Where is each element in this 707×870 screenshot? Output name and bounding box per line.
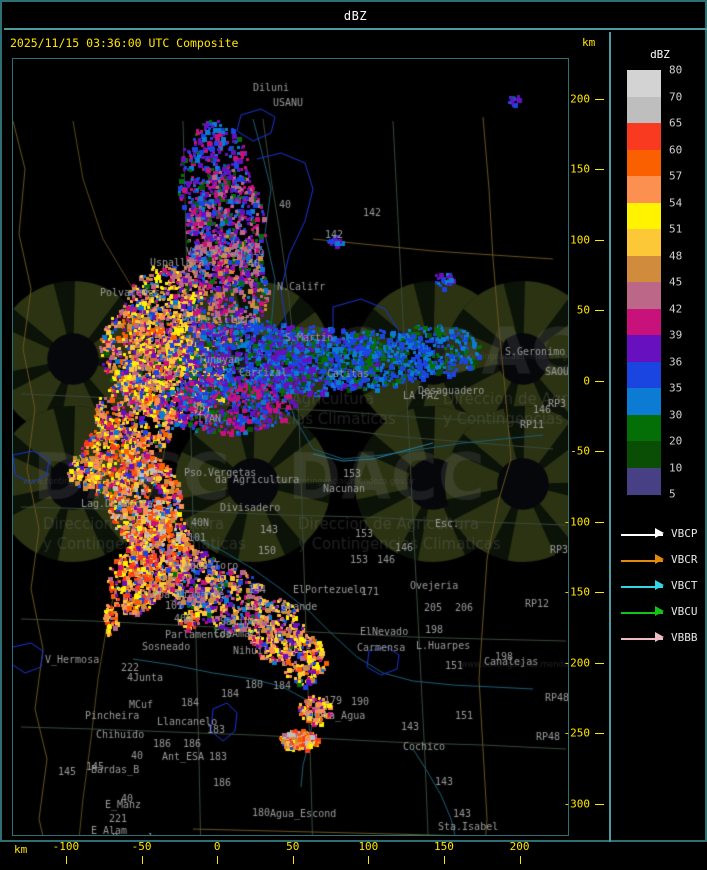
colorbar-level-label: 42 (669, 302, 683, 315)
x-axis-tick-mark (141, 856, 143, 864)
colorbar-swatch[interactable] (627, 467, 661, 495)
legend-panel: dBZ 80 70 65 60 57 54 51 48 45 42 39 36 35 30 20 10 5 VB… (613, 32, 707, 842)
colorbar-level-label: 39 (669, 328, 683, 342)
colorbar-swatch[interactable] (627, 96, 661, 124)
colorbar-tick-labels: 80 70 65 60 57 54 51 48 45 42 39 36 35 30 20 10 5 (661, 64, 707, 506)
y-axis-tick-label: -200 (563, 656, 591, 670)
y-axis-tick-label: -50 (570, 444, 590, 458)
colorbar-level-label: 48 (669, 249, 683, 262)
x-axis-unit-label: km (14, 843, 28, 856)
colorbar-level-label: 80 (669, 63, 683, 77)
y-axis-tick-mark (595, 380, 604, 382)
colorbar-swatch[interactable] (627, 441, 661, 469)
y-axis-tick-label: -100 (563, 515, 591, 529)
colorbar-swatches[interactable] (627, 70, 661, 495)
arrow-icon (621, 534, 663, 536)
vector-legend-label: VBCR (671, 553, 698, 566)
colorbar-level-label: 57 (669, 169, 683, 183)
arrow-head-icon (655, 580, 664, 590)
colorbar-level-label: 36 (669, 355, 683, 368)
panel-divider (609, 32, 611, 842)
arrow-head-icon (655, 528, 664, 538)
y-axis-tick-label: -250 (563, 726, 591, 740)
arrow-head-icon (655, 606, 664, 616)
colorbar-level-label: 30 (669, 408, 683, 421)
vector-legend: VBCP VBCR VBCT VBCU VBBB (613, 522, 707, 652)
vector-legend-label: VBCU (671, 605, 698, 618)
vector-legend-label: VBBB (671, 631, 698, 644)
colorbar-level-label: 65 (669, 116, 683, 130)
y-axis-tick-mark (595, 451, 604, 453)
colorbar-level-label: 45 (669, 275, 683, 289)
x-axis-tick-mark (443, 856, 445, 864)
colorbar-level-label: 5 (669, 487, 676, 501)
radar-reflectivity-map[interactable] (13, 59, 568, 835)
vector-legend-item[interactable]: VBCR (613, 548, 707, 574)
y-axis-tick-label: 200 (570, 92, 590, 105)
colorbar-level-label: 54 (669, 196, 683, 209)
colorbar-swatch[interactable] (627, 414, 661, 442)
radar-plot-panel: 2025/11/15 03:36:00 UTC Composite km 200… (4, 32, 612, 864)
y-axis-tick-mark (595, 98, 604, 100)
colorbar-level-label: 35 (669, 381, 683, 395)
y-axis: 200 150 100 50 0 -50 -100 -150 -200 -250 -300 (564, 58, 612, 836)
colorbar-swatch[interactable] (627, 149, 661, 177)
page-title: dBZ (343, 9, 368, 23)
arrow-icon (621, 612, 663, 614)
colorbar-swatch[interactable] (627, 123, 661, 151)
y-axis-tick-mark (595, 803, 604, 805)
y-axis-tick-mark (595, 169, 604, 171)
colorbar-swatch[interactable] (627, 361, 661, 389)
colorbar-swatch[interactable] (627, 335, 661, 363)
vector-legend-item[interactable]: VBCP (613, 522, 707, 548)
colorbar-swatch[interactable] (627, 229, 661, 257)
vector-legend-label: VBCT (671, 579, 698, 592)
colorbar-swatch[interactable] (627, 308, 661, 336)
arrow-head-icon (655, 632, 664, 642)
colorbar-swatch[interactable] (627, 70, 661, 98)
colorbar-swatch[interactable] (627, 388, 661, 416)
colorbar-swatch[interactable] (627, 202, 661, 230)
y-axis-tick-mark (595, 592, 604, 594)
y-axis-tick-label: 50 (576, 303, 590, 317)
vector-legend-label: VBCP (671, 527, 698, 540)
y-axis-tick-mark (595, 310, 604, 312)
vector-legend-item[interactable]: VBCU (613, 600, 707, 626)
radar-map-canvas-container[interactable] (12, 58, 569, 836)
colorbar-level-label: 10 (669, 461, 683, 474)
arrow-icon (621, 586, 663, 588)
y-axis-tick-label: 150 (570, 162, 590, 176)
y-axis-tick-mark (595, 239, 604, 241)
y-axis-tick-mark (595, 521, 604, 523)
y-axis-tick-mark (595, 662, 604, 664)
colorbar-swatch[interactable] (627, 176, 661, 204)
x-axis-tick-mark (368, 856, 370, 864)
arrow-head-icon (655, 554, 664, 564)
colorbar-level-label: 70 (669, 90, 683, 103)
y-axis-unit-label: km (582, 36, 596, 49)
colorbar-level-label: 20 (669, 434, 683, 448)
y-axis-tick-mark (595, 733, 604, 735)
x-axis-tick-mark (65, 856, 67, 864)
colorbar-level-label: 51 (669, 222, 683, 236)
colorbar-swatch[interactable] (627, 255, 661, 283)
colorbar-title: dBZ (650, 48, 670, 61)
x-axis-tick-mark (519, 856, 521, 864)
colorbar-level-label: 60 (669, 143, 683, 156)
vector-legend-item[interactable]: VBCT (613, 574, 707, 600)
window-title-bar: dBZ (4, 4, 707, 30)
arrow-icon (621, 560, 663, 562)
y-axis-tick-label: -150 (563, 585, 591, 599)
vector-legend-item[interactable]: VBBB (613, 626, 707, 652)
colorbar-swatch[interactable] (627, 282, 661, 310)
y-axis-tick-label: 0 (583, 374, 590, 388)
y-axis-tick-label: -300 (563, 797, 591, 811)
x-axis-tick-mark (292, 856, 294, 864)
x-axis: -100 -50 0 50 100 150 200 (12, 838, 569, 870)
y-axis-tick-label: 100 (570, 233, 590, 247)
arrow-icon (621, 638, 663, 640)
x-axis-tick-mark (217, 856, 219, 864)
timestamp-label: 2025/11/15 03:36:00 UTC Composite (10, 36, 239, 50)
